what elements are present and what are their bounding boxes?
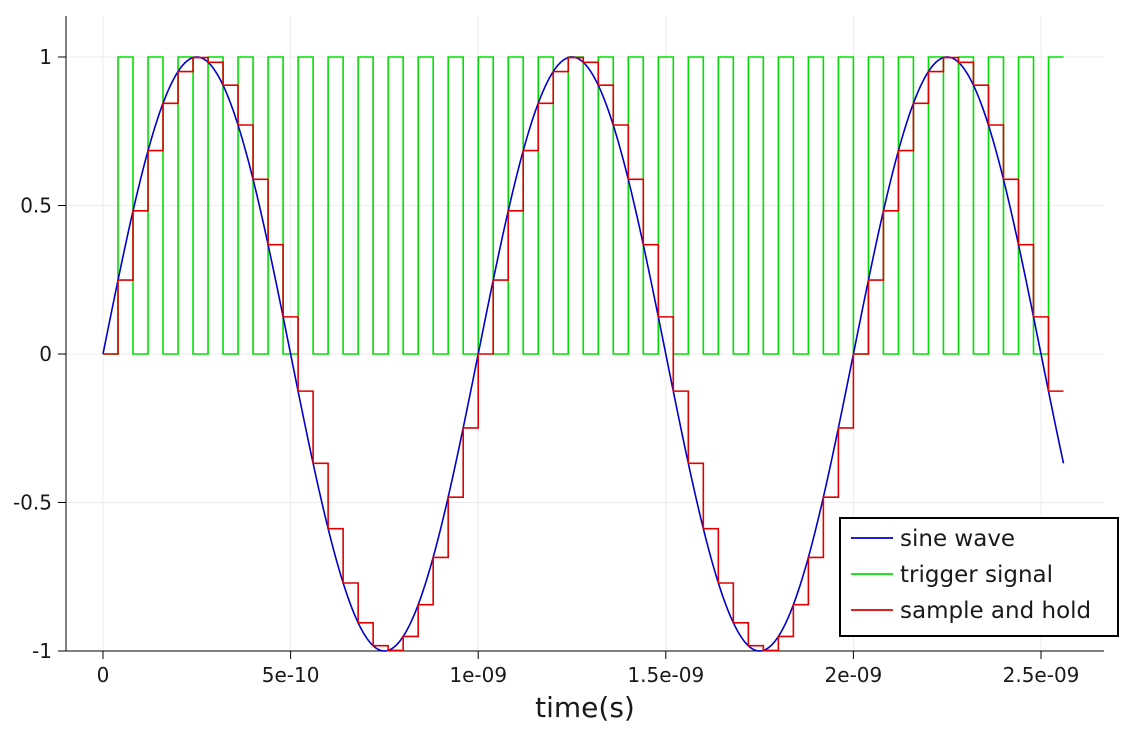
y-tick-label: -1 bbox=[32, 639, 52, 663]
x-ticks: 0 5e-10 1e-09 1.5e-09 2e-09 2.5e-09 bbox=[97, 651, 1080, 687]
legend-label: sine wave bbox=[900, 526, 1015, 552]
legend-label: trigger signal bbox=[900, 562, 1053, 588]
x-tick-label: 5e-10 bbox=[262, 663, 320, 687]
x-tick-label: 1e-09 bbox=[449, 663, 507, 687]
series-line-trigger-signal bbox=[103, 56, 1064, 355]
x-tick-label: 2e-09 bbox=[825, 663, 883, 687]
x-tick-label: 2.5e-09 bbox=[1003, 663, 1080, 687]
y-tick-label: 0 bbox=[39, 342, 52, 366]
x-tick-label: 0 bbox=[97, 663, 110, 687]
series-line-sample-and-hold bbox=[103, 56, 1064, 652]
series-layer bbox=[102, 56, 1065, 652]
x-axis-title: time(s) bbox=[535, 691, 635, 724]
y-tick-label: -0.5 bbox=[13, 491, 52, 515]
y-tick-label: 0.5 bbox=[20, 194, 52, 218]
axes bbox=[65, 16, 1104, 652]
y-ticks: 1 0.5 0 -0.5 -1 bbox=[13, 45, 66, 663]
legend-label: sample and hold bbox=[900, 598, 1091, 624]
y-tick-label: 1 bbox=[39, 45, 52, 69]
x-tick-label: 1.5e-09 bbox=[627, 663, 704, 687]
legend: sine wave trigger signal sample and hold bbox=[839, 517, 1119, 637]
